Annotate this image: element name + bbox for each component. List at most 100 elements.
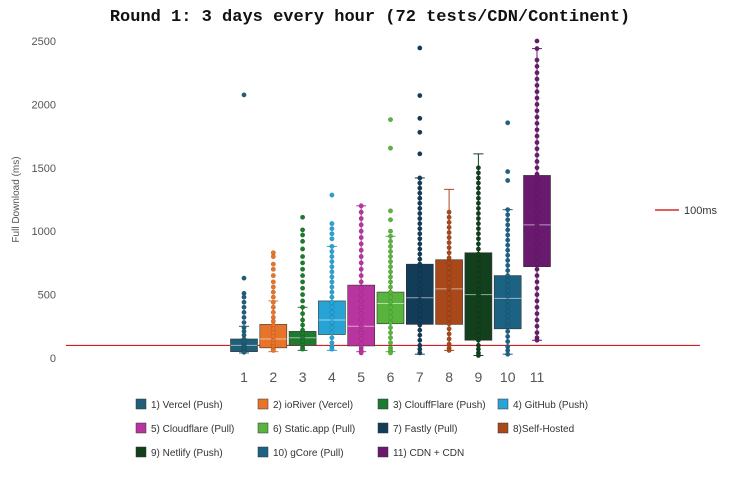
data-point — [417, 261, 423, 267]
box-series-10 — [493, 120, 522, 357]
data-point — [505, 207, 511, 213]
data-point — [300, 317, 306, 323]
data-point — [505, 351, 511, 357]
data-point — [534, 196, 540, 202]
data-point — [300, 285, 306, 291]
data-point — [505, 288, 511, 294]
data-point — [388, 289, 394, 295]
box-series-7 — [405, 45, 434, 356]
data-point — [534, 222, 540, 228]
data-point — [329, 248, 335, 254]
data-point — [534, 70, 540, 76]
data-point — [358, 298, 364, 304]
data-point — [446, 229, 452, 235]
data-point — [358, 216, 364, 222]
legend-label: 10) gCore (Pull) — [273, 448, 344, 459]
legend-label: 2) ioRiver (Vercel) — [273, 400, 353, 411]
data-point — [300, 346, 306, 352]
data-point — [446, 240, 452, 246]
data-point — [446, 295, 452, 301]
data-point — [505, 293, 511, 299]
data-point — [241, 309, 247, 315]
legend-label: 8)Self-Hosted — [513, 424, 574, 435]
data-point — [329, 314, 335, 320]
box-series-5 — [347, 203, 376, 356]
data-point — [475, 307, 481, 313]
data-point — [534, 82, 540, 88]
data-point — [300, 266, 306, 272]
data-point — [534, 114, 540, 120]
data-point — [475, 170, 481, 176]
data-point — [475, 210, 481, 216]
data-point — [388, 274, 394, 280]
x-tick-label: 11 — [530, 369, 545, 385]
data-point — [475, 266, 481, 272]
legend-item-10: 10) gCore (Pull) — [257, 446, 344, 459]
data-point — [505, 222, 511, 228]
data-point — [329, 236, 335, 242]
data-point — [534, 38, 540, 44]
data-point — [505, 242, 511, 248]
data-point — [505, 257, 511, 263]
data-point — [417, 327, 423, 333]
data-point — [475, 297, 481, 303]
data-point — [505, 227, 511, 233]
data-point — [417, 246, 423, 252]
data-point — [358, 235, 364, 241]
data-point — [417, 190, 423, 196]
data-point — [329, 264, 335, 270]
legend-swatch — [257, 422, 269, 434]
y-tick-label: 2000 — [32, 99, 56, 111]
data-point — [329, 330, 335, 336]
data-point — [358, 260, 364, 266]
data-point — [534, 209, 540, 215]
legend-swatch — [257, 398, 269, 410]
y-tick-label: 1000 — [32, 226, 56, 238]
box-series-6 — [376, 117, 405, 356]
data-point — [505, 268, 511, 274]
data-point — [417, 216, 423, 222]
data-point — [475, 302, 481, 308]
data-point — [329, 299, 335, 305]
data-point — [475, 165, 481, 171]
legend-item-1: 1) Vercel (Push) — [135, 398, 223, 411]
data-point — [417, 185, 423, 191]
y-tick-label: 2500 — [32, 36, 56, 48]
data-point — [300, 273, 306, 279]
data-point — [534, 203, 540, 209]
box-layer — [230, 38, 551, 358]
data-point — [446, 260, 452, 266]
data-point — [475, 261, 481, 267]
data-point — [505, 313, 511, 319]
data-point — [534, 285, 540, 291]
data-point — [417, 210, 423, 216]
data-point — [388, 335, 394, 341]
legend-swatch — [135, 422, 147, 434]
x-tick-label: 9 — [475, 369, 483, 385]
data-point — [417, 287, 423, 293]
data-point — [505, 318, 511, 324]
data-point — [388, 309, 394, 315]
legend-item-11: 11) CDN + CDN — [377, 446, 464, 459]
x-tick-label: 5 — [357, 369, 365, 385]
data-point — [388, 304, 394, 310]
data-point — [241, 314, 247, 320]
x-tick-label: 2 — [269, 369, 277, 385]
y-tick-label: 500 — [38, 290, 56, 302]
data-point — [417, 180, 423, 186]
x-tick-label: 10 — [500, 369, 516, 385]
data-point — [388, 208, 394, 214]
data-point — [534, 241, 540, 247]
data-point — [534, 317, 540, 323]
data-point — [270, 279, 276, 285]
data-point — [505, 308, 511, 314]
data-point — [534, 190, 540, 196]
data-point — [475, 337, 481, 343]
data-point — [475, 322, 481, 328]
data-point — [475, 195, 481, 201]
data-point — [241, 349, 247, 355]
data-point — [417, 115, 423, 121]
data-point — [475, 281, 481, 287]
data-point — [475, 312, 481, 318]
data-point — [534, 158, 540, 164]
